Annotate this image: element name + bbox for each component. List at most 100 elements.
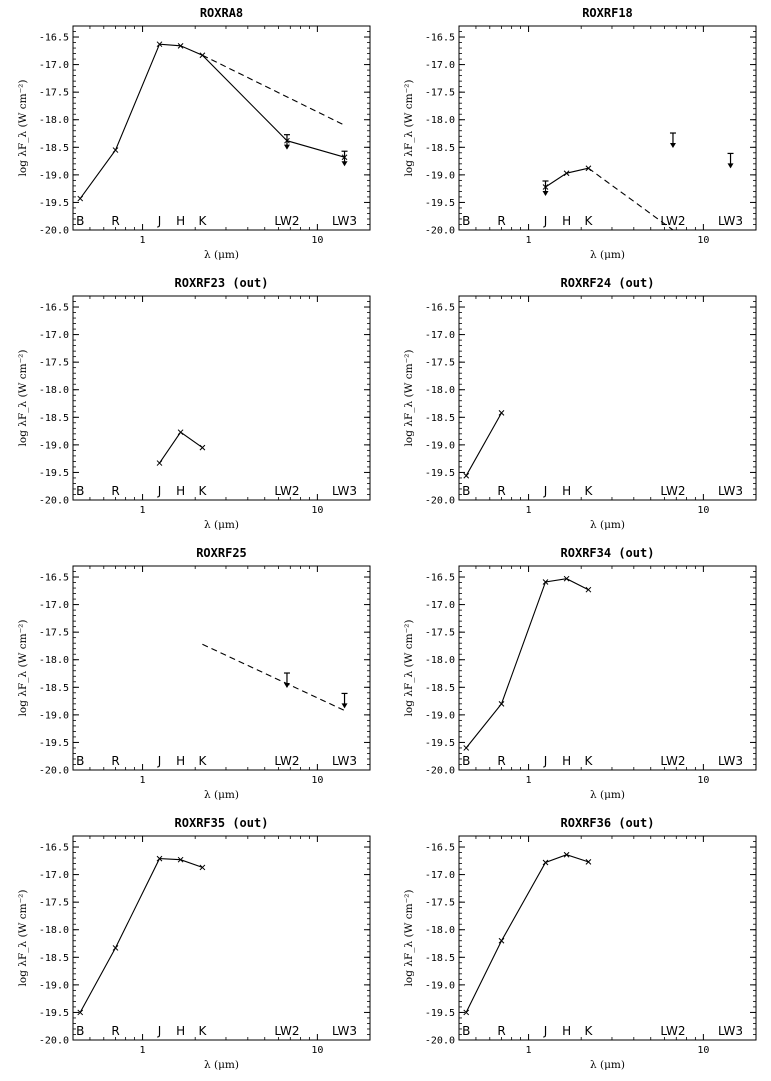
sed-data-point	[112, 147, 119, 153]
band-label: LW2	[660, 754, 685, 768]
sed-plot-svg: ROXRF18 -16.5 -17.0 -17.5 -18.0 -18.5 -19.0 -19…	[403, 6, 757, 261]
band-label: R	[497, 1024, 505, 1038]
y-tick-label: -17.0	[425, 60, 455, 71]
plot-frame	[72, 565, 371, 771]
y-axis-label: log λF_λ (W cm⁻²)	[17, 620, 29, 717]
band-label: R	[497, 214, 505, 228]
y-tick-label: -19.5	[39, 1008, 69, 1019]
sed-data-point	[585, 859, 592, 865]
upper-limit-arrowhead	[283, 683, 290, 689]
band-label: H	[562, 214, 571, 228]
y-tick-label: -16.5	[39, 843, 69, 854]
band-label: LW2	[274, 214, 299, 228]
upper-limit-arrowhead	[283, 144, 290, 150]
band-label: R	[497, 484, 505, 498]
band-label: K	[584, 214, 593, 228]
sed-data-point	[463, 472, 470, 479]
sed-dashed-line	[202, 643, 345, 711]
sed-panel: ROXRF34 (out) -16.5 -17.0 -17.5 -18.0 -18.5 -1…	[386, 540, 771, 810]
y-axis-label: log λF_λ (W cm⁻²)	[403, 80, 415, 177]
y-tick-label: -19.0	[39, 710, 69, 721]
plot-frame	[458, 565, 757, 771]
y-tick-label: -18.0	[39, 385, 69, 396]
band-label: H	[176, 214, 185, 228]
band-label: R	[497, 754, 505, 768]
y-tick-label: -19.0	[425, 440, 455, 451]
x-tick-label: 1	[140, 775, 146, 786]
panel-title: ROXRF34 (out)	[561, 546, 655, 560]
x-tick-label: 1	[526, 1045, 532, 1056]
y-tick-label: -19.0	[39, 440, 69, 451]
sed-solid-line	[465, 412, 502, 476]
sed-plot-svg: ROXRF25 -16.5 -17.0 -17.5 -18.0 -18.5 -19.0 -19…	[17, 546, 371, 801]
band-label: LW2	[274, 484, 299, 498]
sed-panel: ROXRF18 -16.5 -17.0 -17.5 -18.0 -18.5 -19.0 -19…	[386, 0, 771, 270]
x-axis-label: λ (μm)	[204, 519, 239, 531]
y-tick-label: -17.0	[39, 330, 69, 341]
band-label: K	[584, 1024, 593, 1038]
sed-solid-line	[465, 854, 589, 1013]
y-tick-label: -16.5	[39, 573, 69, 584]
y-tick-label: -17.5	[425, 358, 455, 369]
band-label: B	[462, 1024, 470, 1038]
y-tick-label: -16.5	[425, 33, 455, 44]
band-label: H	[562, 754, 571, 768]
plot-frame	[72, 295, 371, 501]
sed-data-point	[77, 1009, 84, 1016]
band-label: J	[157, 484, 162, 498]
sed-plot-svg: ROXRF23 (out) -16.5 -17.0 -17.5 -18.0 -18.5 -1…	[17, 276, 371, 531]
sed-data-point	[498, 937, 505, 944]
band-label: LW3	[718, 214, 743, 228]
sed-data-point	[563, 575, 570, 582]
band-label: H	[176, 484, 185, 498]
y-tick-label: -16.5	[425, 303, 455, 314]
band-label: K	[584, 484, 593, 498]
y-tick-label: -20.0	[425, 1036, 455, 1047]
sed-solid-line	[79, 43, 345, 199]
sed-data-point	[199, 864, 206, 871]
y-tick-label: -19.5	[425, 198, 455, 209]
sed-panel: ROXRA8 -16.5 -17.0 -17.5 -18.0 -18.5 -19.0 -19.…	[0, 0, 385, 270]
band-label: H	[176, 1024, 185, 1038]
y-tick-label: -19.5	[39, 198, 69, 209]
y-tick-label: -18.5	[39, 413, 69, 424]
y-tick-label: -17.0	[39, 60, 69, 71]
x-tick-label: 10	[697, 505, 709, 516]
sed-solid-line	[159, 431, 203, 464]
y-tick-label: -19.0	[425, 980, 455, 991]
x-tick-label: 10	[697, 1045, 709, 1056]
band-label: LW3	[332, 484, 357, 498]
y-axis-label: log λF_λ (W cm⁻²)	[17, 890, 29, 987]
sed-data-point	[112, 945, 119, 951]
band-label: R	[111, 484, 119, 498]
band-label: LW3	[332, 214, 357, 228]
y-tick-label: -18.0	[425, 925, 455, 936]
sed-plot-svg: ROXRF35 (out) -16.5 -17.0 -17.5 -18.0 -18.5 -1…	[17, 816, 371, 1071]
y-tick-label: -20.0	[39, 1036, 69, 1047]
band-label: H	[562, 484, 571, 498]
y-axis-label: log λF_λ (W cm⁻²)	[17, 350, 29, 447]
band-label: LW2	[660, 484, 685, 498]
y-axis-label: log λF_λ (W cm⁻²)	[403, 620, 415, 717]
upper-limit-arrowhead	[542, 190, 549, 196]
y-tick-label: -18.5	[425, 683, 455, 694]
sed-panel: ROXRF36 (out) -16.5 -17.0 -17.5 -18.0 -18.5 -1…	[386, 810, 771, 1080]
y-tick-label: -17.5	[425, 628, 455, 639]
y-tick-label: -20.0	[39, 766, 69, 777]
upper-limit-arrowhead	[727, 163, 734, 169]
x-axis-label: λ (μm)	[590, 519, 625, 531]
y-tick-label: -16.5	[39, 33, 69, 44]
sed-panel: ROXRF35 (out) -16.5 -17.0 -17.5 -18.0 -18.5 -1…	[0, 810, 385, 1080]
y-tick-label: -20.0	[425, 766, 455, 777]
band-label: J	[543, 1024, 548, 1038]
panel-title: ROXRF23 (out)	[175, 276, 269, 290]
band-label: LW3	[332, 754, 357, 768]
y-tick-label: -19.0	[39, 170, 69, 181]
sed-panel: ROXRF25 -16.5 -17.0 -17.5 -18.0 -18.5 -19.0 -19…	[0, 540, 385, 810]
sed-dashed-line	[202, 54, 345, 126]
panel-title: ROXRF18	[582, 6, 633, 20]
y-tick-label: -20.0	[425, 496, 455, 507]
x-axis-label: λ (μm)	[204, 249, 239, 261]
sed-solid-line	[465, 578, 589, 749]
y-tick-label: -18.0	[39, 655, 69, 666]
